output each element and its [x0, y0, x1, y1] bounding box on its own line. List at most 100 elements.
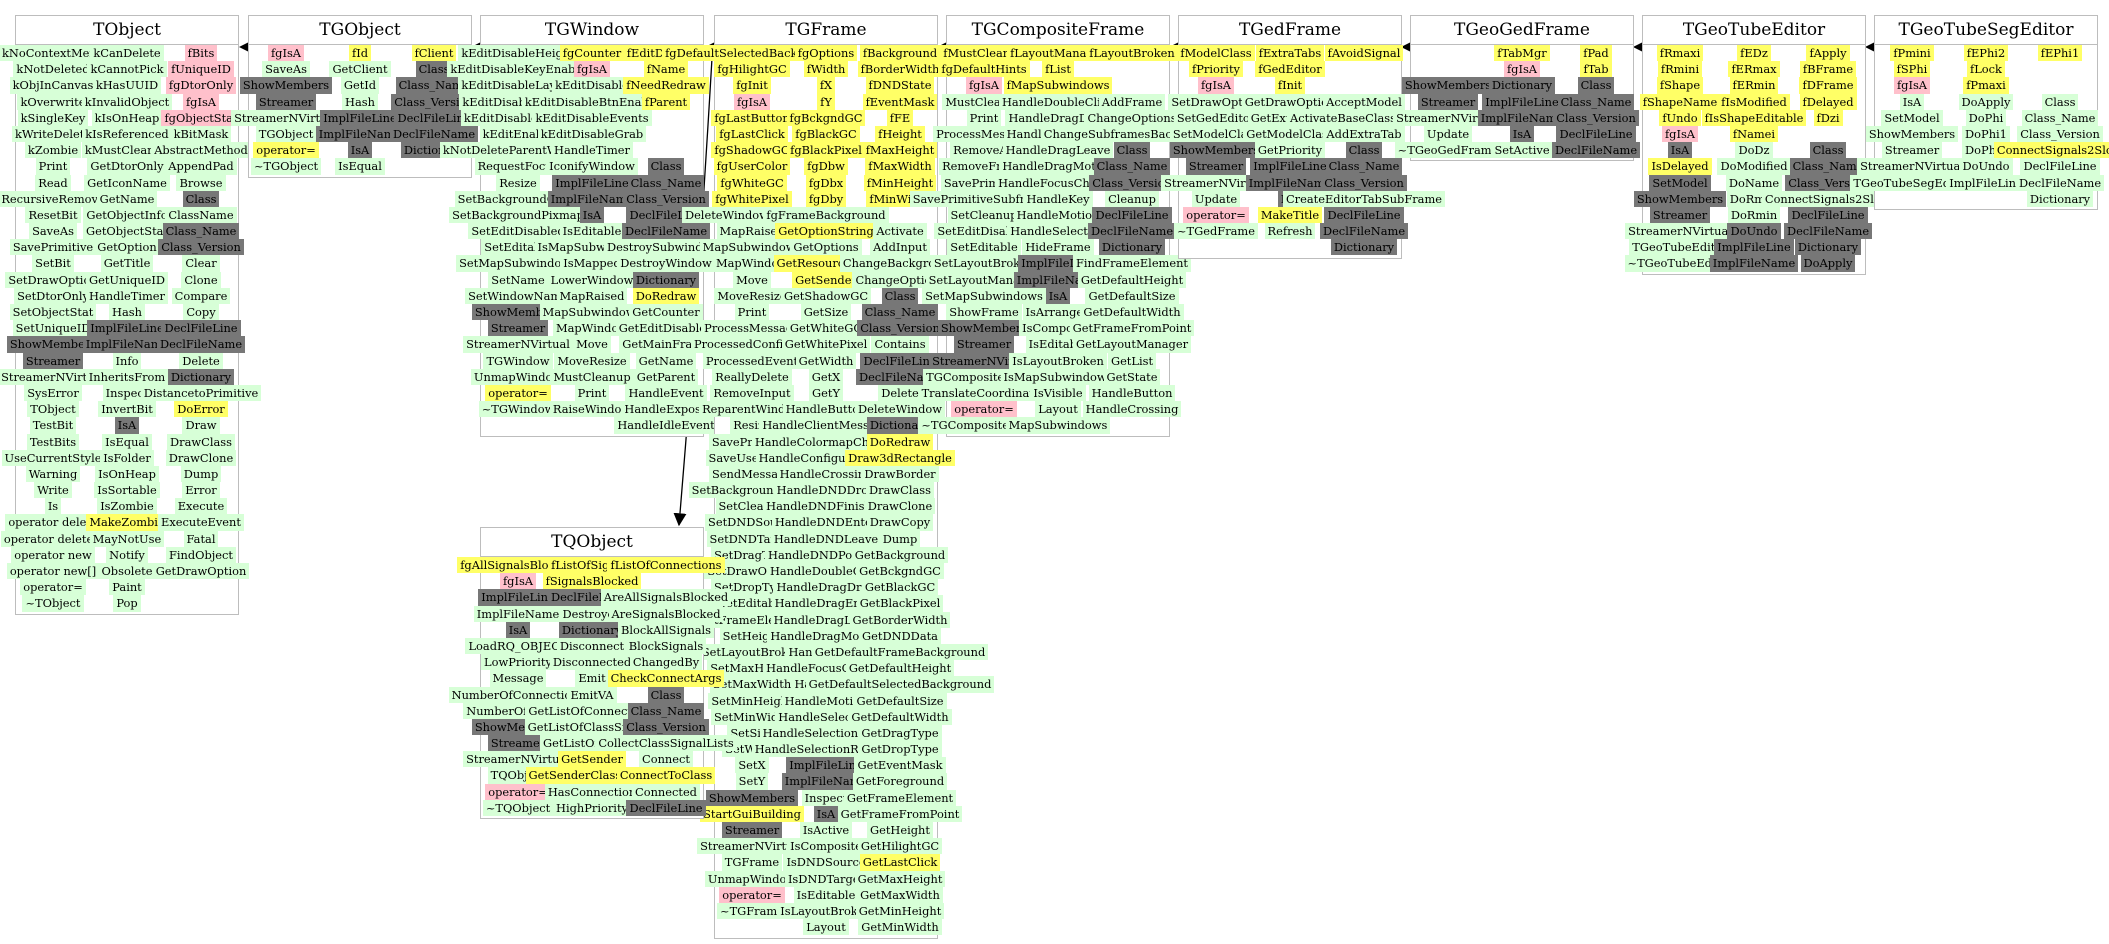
member-cell: DoUndo — [1727, 223, 1781, 240]
member-cell: SaveAs — [29, 223, 77, 240]
member-cell: HandleMotion — [781, 692, 871, 709]
member-cell: ChangeBackground — [839, 255, 961, 272]
member-cell: kEditEnable — [479, 125, 557, 143]
member-cell: GetDropType — [858, 741, 942, 758]
member-columns: fRmaxi fRmini fShape fShapeName fUndo fgIsA Is… — [1624, 45, 1895, 272]
member-column: fEditDisabledfNamefNeedRedrawfParentClas… — [604, 45, 728, 434]
member-cell: operator= — [253, 142, 319, 159]
member-cell: HandleClientMessage — [759, 417, 893, 434]
class-box-tgcompositeframe: TGCompositeFrame fMustCleanup fgDefaultHin… — [909, 15, 1224, 437]
member-cell: Streamer — [487, 735, 549, 752]
member-cell: GetWhiteGC — [786, 320, 866, 337]
member-cell: fgDbw — [804, 158, 848, 175]
member-cell: HighPriority — [553, 799, 631, 816]
member-cell: MustCleanup — [550, 368, 634, 385]
member-cell: fFE — [886, 109, 914, 126]
member-cell: SetObjectStat — [9, 304, 97, 321]
member-cell: SetDtorOnly — [14, 287, 92, 304]
class-title: TGeoTubeEditor — [1643, 16, 1865, 45]
member-cell: ImplFileName — [547, 190, 637, 207]
member-column: ShowMembers Streamer StreamerNVirtual Updat… — [1393, 45, 1503, 159]
member-cell — [2057, 61, 2063, 77]
member-cell: kEditDisableKeyEnable — [447, 61, 589, 78]
member-cell: GetDefaultWidth — [1080, 304, 1184, 321]
member-cell: fId — [348, 45, 371, 62]
member-cell: LowerWindow — [547, 271, 637, 288]
member-column: fBits fUniqueID fgDtorOnly fgIsA fgObjectSta… — [140, 45, 262, 612]
member-cell: SetCleanup — [947, 206, 1021, 224]
member-cell: ChangeOptions — [1084, 109, 1180, 126]
member-cell: Dictionary — [2026, 190, 2094, 207]
member-cell: Print — [35, 158, 71, 175]
member-cell: HandleTimer — [551, 142, 633, 159]
member-cell: fgIsA — [965, 77, 1003, 94]
member-cell: Obsolete — [98, 563, 156, 580]
member-cell: SetModel — [1881, 109, 1943, 126]
member-cell: Class — [182, 190, 220, 207]
member-cell: MapRaised — [556, 287, 628, 304]
member-cell: DoName — [1725, 174, 1783, 191]
member-cell: DoApply — [1800, 255, 1856, 272]
member-cell: Destroyed — [559, 605, 625, 622]
member-cell: fgShadowGC — [711, 142, 793, 159]
class-box-tgeogedframe: TGeoGedFrame ShowMembers Streamer StreamerN… — [1393, 15, 1641, 162]
member-cell: DeclFileLine — [161, 320, 241, 337]
member-cell: DeclFileLine — [860, 352, 940, 369]
member-cell: fUndo — [1659, 109, 1701, 126]
member-cell: GetWidth — [795, 352, 857, 369]
member-cell: SetMapSubwindows — [922, 287, 1046, 304]
member-cell: GetId — [340, 77, 380, 94]
member-cell: DeclFileName — [855, 368, 945, 385]
member-cell: Dictionary — [167, 368, 235, 385]
member-cell: GetX — [808, 368, 844, 385]
member-cell: fSignalsBlocked — [542, 573, 642, 590]
member-cell: IsA — [1509, 125, 1535, 143]
member-cell: ImplFileLine — [786, 757, 866, 774]
member-cell: ImplFileName — [781, 773, 871, 790]
member-cell: fX — [816, 77, 836, 94]
member-cell: SetX — [735, 757, 769, 774]
member-cell — [1361, 61, 1367, 77]
member-cell: fListOfConnections — [607, 557, 725, 574]
member-cell: GetEventMask — [854, 757, 946, 774]
member-cell: Streamer — [255, 93, 317, 110]
member-cell: operator delete[] — [0, 530, 106, 547]
member-cell: GetName — [635, 352, 697, 369]
member-cell: SavePrimitive — [9, 239, 97, 256]
member-cell: Dictionary — [1794, 239, 1862, 256]
member-cell: InheritsFrom — [85, 368, 169, 385]
member-cell: fgUserColor — [713, 158, 791, 175]
member-cell: TGWindow — [483, 352, 553, 369]
member-column: fExtraTabs fGedEditor fInit GetDrawOption Ge… — [1241, 45, 1339, 255]
member-cell: GetLastClick — [859, 854, 941, 871]
member-cell: StreamerNVirtual — [1625, 223, 1735, 240]
member-cell: SetBackgroundPixmap — [449, 206, 587, 224]
member-cell: Class — [1345, 142, 1383, 159]
member-cell: GetIconName — [84, 174, 170, 191]
member-columns: fgDefaultSelectedBackground fgHilightGC fg… — [662, 45, 995, 936]
member-column: fEPhi1 Class Class_Name Class_Version Connec… — [1993, 45, 2109, 207]
member-cell: Class_Version — [1089, 174, 1175, 191]
member-cell: AddInput — [870, 239, 930, 256]
member-cell: Emit — [575, 670, 609, 687]
member-cell: Streamer — [22, 352, 84, 369]
member-cell: SetMinHeight — [708, 692, 796, 709]
member-cell: Read — [35, 174, 71, 191]
member-cell: IsEqual — [335, 158, 385, 175]
member-columns: fMustCleanup fgDefaultHints fgIsA MustClean… — [909, 45, 1224, 434]
member-cell: ExecuteEvent — [158, 514, 244, 531]
member-cell: fgWhitePixel — [712, 190, 792, 207]
member-cell: Delete — [179, 352, 223, 369]
member-cell: Inspect — [102, 384, 152, 402]
member-cell: TGObject — [255, 125, 317, 143]
member-cell: Class_Name — [162, 223, 240, 240]
member-cell: Paint — [109, 579, 145, 596]
member-cell: Copy — [183, 304, 219, 321]
member-column: fApply fBFrame fDFrame fDelayed fDzi Class Cla… — [1761, 45, 1895, 272]
member-cell: DoDz — [1735, 142, 1773, 159]
member-column: fLayoutBroken AddFrame ChangeOptions Change… — [1040, 45, 1224, 434]
member-cell: kObjInCanvas — [9, 77, 97, 94]
member-columns: ShowMembers Streamer StreamerNVirtual Updat… — [1393, 45, 1641, 159]
member-cell: StreamerNVirtual — [0, 368, 108, 385]
member-column: fAvoidSignal AcceptModel ActivateBaseClass… — [1282, 45, 1446, 256]
